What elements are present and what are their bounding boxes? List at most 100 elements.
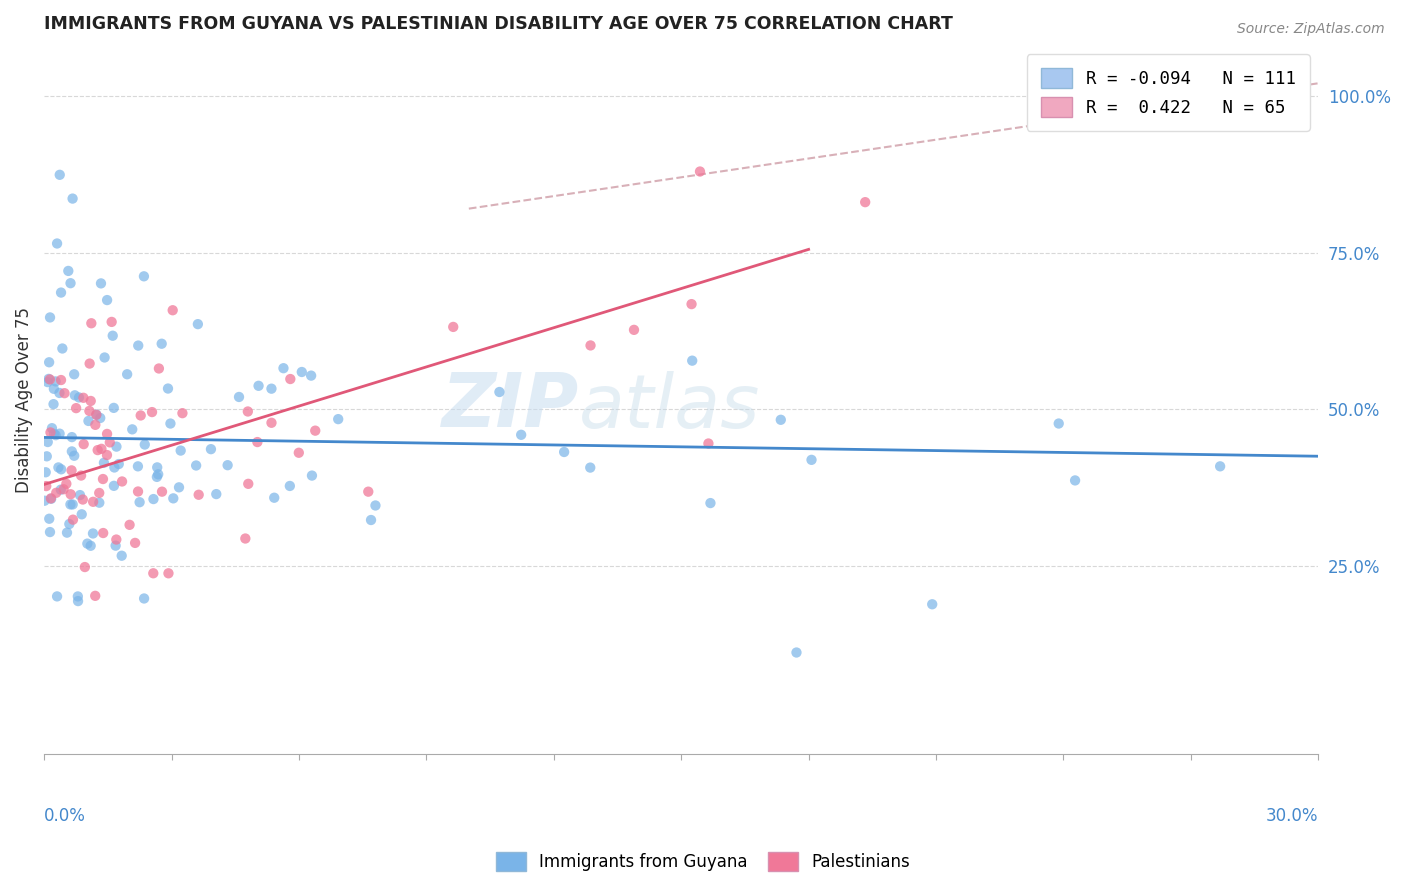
Text: 30.0%: 30.0% (1265, 807, 1319, 825)
Point (263, 491, 285, 505)
Point (77, 414, 100, 428)
Point (48, 460, 70, 475)
Point (127, 484, 149, 499)
Point (162, 303, 184, 318)
Point (84, 589, 107, 603)
Point (681, 297, 703, 311)
Point (236, 404, 259, 418)
Point (38, 512, 60, 526)
Point (246, 435, 269, 450)
Point (42, 382, 65, 396)
Point (278, 479, 301, 493)
Point (79, 539, 101, 553)
Point (148, 361, 170, 376)
Point (91, 472, 114, 486)
Point (35, 450, 58, 464)
Point (689, 164, 711, 178)
Point (146, 460, 169, 475)
Point (148, 467, 170, 482)
Point (162, 491, 184, 506)
Point (70, 468, 93, 483)
Point (141, 405, 163, 419)
Point (46, 236, 69, 251)
Point (104, 539, 127, 553)
Point (46, 590, 69, 604)
Text: atlas: atlas (579, 371, 761, 443)
Point (170, 443, 193, 458)
Point (39, 310, 62, 325)
Point (39, 491, 62, 506)
Point (72, 492, 94, 507)
Point (67, 594, 90, 608)
Point (48, 386, 70, 401)
Point (100, 315, 122, 329)
Point (38, 372, 60, 386)
Point (41, 421, 63, 435)
Point (60, 463, 83, 477)
Text: 0.0%: 0.0% (44, 807, 86, 825)
Point (89, 411, 111, 425)
Point (76, 536, 98, 550)
Point (553, 445, 575, 459)
Point (1047, 417, 1070, 431)
Point (72, 391, 94, 405)
Point (238, 476, 260, 491)
Point (86, 443, 108, 458)
Point (132, 269, 155, 284)
Point (62, 498, 84, 512)
Point (73, 437, 96, 451)
Point (150, 336, 173, 351)
Point (63, 368, 86, 382)
Point (45, 428, 67, 442)
Point (328, 412, 350, 426)
Point (60, 430, 83, 444)
Point (58, 264, 80, 278)
Point (73, 560, 96, 574)
Point (103, 479, 125, 493)
Point (200, 442, 222, 457)
Point (146, 470, 169, 484)
Point (107, 457, 129, 471)
Point (48, 168, 70, 182)
Point (60, 444, 83, 458)
Point (150, 484, 173, 499)
Point (103, 401, 125, 415)
Point (205, 487, 228, 501)
Point (79, 357, 101, 371)
Point (96, 448, 118, 462)
Point (49, 373, 72, 387)
Point (63, 449, 86, 463)
Point (63, 388, 86, 402)
Point (79, 404, 101, 418)
Point (45, 485, 67, 500)
Point (1064, 474, 1087, 488)
Point (35, 465, 58, 479)
Text: IMMIGRANTS FROM GUYANA VS PALESTINIAN DISABILITY AGE OVER 75 CORRELATION CHART: IMMIGRANTS FROM GUYANA VS PALESTINIAN DI… (44, 15, 953, 33)
Point (488, 384, 510, 399)
Point (228, 390, 250, 404)
Text: Source: ZipAtlas.com: Source: ZipAtlas.com (1237, 22, 1385, 37)
Point (86, 408, 108, 422)
Point (84, 408, 107, 422)
Point (45, 375, 67, 389)
Point (260, 416, 283, 430)
Point (132, 591, 155, 606)
Legend: Immigrants from Guyana, Palestinians: Immigrants from Guyana, Palestinians (488, 843, 918, 880)
Point (156, 382, 179, 396)
Point (360, 513, 382, 527)
Point (49, 285, 72, 300)
Point (52, 482, 75, 496)
Point (121, 422, 143, 436)
Legend: R = -0.094   N = 111, R =  0.422   N = 65: R = -0.094 N = 111, R = 0.422 N = 65 (1026, 54, 1309, 131)
Point (800, 453, 823, 467)
Point (921, 597, 943, 611)
Point (91, 526, 114, 541)
Point (65, 401, 87, 416)
Point (187, 488, 209, 502)
Point (42, 397, 65, 411)
Point (38, 355, 60, 369)
Point (142, 491, 165, 506)
Point (93, 456, 115, 470)
Point (623, 323, 645, 337)
Point (853, 195, 876, 210)
